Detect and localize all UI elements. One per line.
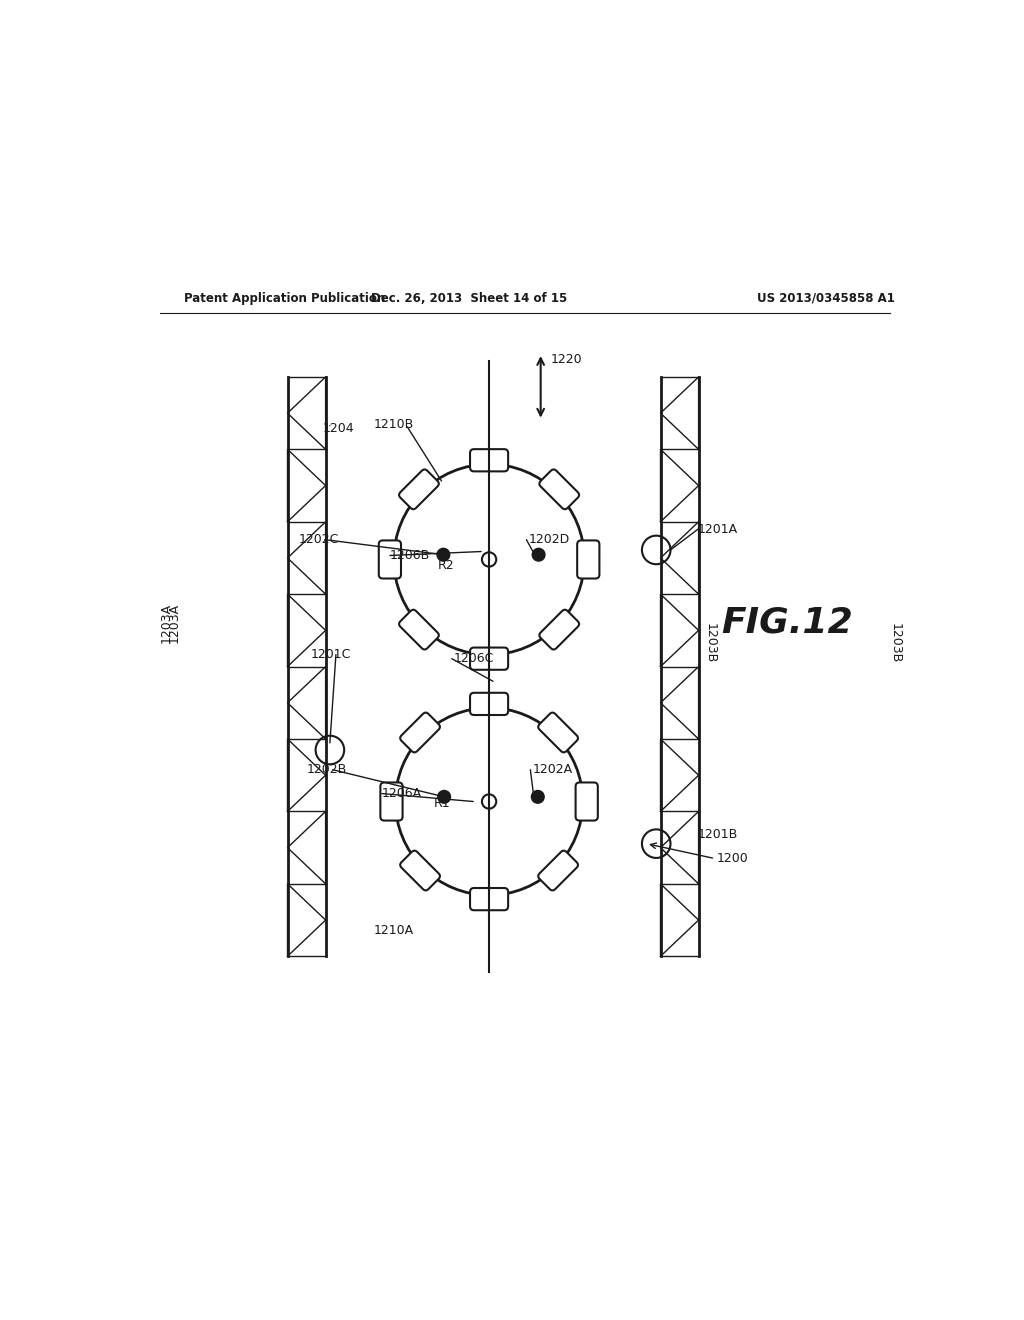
Text: 1200: 1200 bbox=[717, 853, 749, 865]
FancyBboxPatch shape bbox=[470, 648, 508, 669]
FancyBboxPatch shape bbox=[578, 540, 599, 578]
Text: R2: R2 bbox=[437, 558, 454, 572]
FancyBboxPatch shape bbox=[540, 470, 580, 510]
Text: 1220: 1220 bbox=[550, 354, 582, 366]
Circle shape bbox=[531, 791, 544, 803]
FancyBboxPatch shape bbox=[540, 610, 580, 649]
Circle shape bbox=[532, 548, 545, 561]
Text: 1206A: 1206A bbox=[382, 787, 422, 800]
Text: 1210A: 1210A bbox=[374, 924, 414, 937]
Text: 1206C: 1206C bbox=[454, 652, 494, 665]
Text: 1210B: 1210B bbox=[374, 418, 415, 432]
FancyBboxPatch shape bbox=[470, 888, 508, 911]
Text: 1202D: 1202D bbox=[528, 533, 570, 546]
Circle shape bbox=[437, 548, 450, 561]
Text: 1202C: 1202C bbox=[299, 533, 339, 546]
Circle shape bbox=[642, 829, 671, 858]
Text: R1: R1 bbox=[433, 796, 451, 809]
FancyBboxPatch shape bbox=[539, 850, 578, 891]
Circle shape bbox=[438, 791, 451, 803]
Text: US 2013/0345858 A1: US 2013/0345858 A1 bbox=[758, 292, 895, 305]
Text: FIG.12: FIG.12 bbox=[721, 606, 853, 640]
Text: 1201A: 1201A bbox=[697, 523, 738, 536]
FancyBboxPatch shape bbox=[470, 449, 508, 471]
Text: 1201B: 1201B bbox=[697, 829, 738, 841]
Circle shape bbox=[642, 536, 671, 564]
FancyBboxPatch shape bbox=[400, 713, 440, 752]
Text: 1203B: 1203B bbox=[703, 623, 717, 663]
FancyBboxPatch shape bbox=[399, 610, 439, 649]
Text: 1202B: 1202B bbox=[306, 763, 347, 776]
Text: 1204: 1204 bbox=[323, 422, 354, 436]
Text: 1203A: 1203A bbox=[160, 603, 173, 643]
Text: 1203B: 1203B bbox=[889, 623, 902, 663]
Text: 1201C: 1201C bbox=[310, 648, 351, 661]
FancyBboxPatch shape bbox=[539, 713, 578, 752]
Circle shape bbox=[315, 735, 344, 764]
Text: 1206B: 1206B bbox=[390, 549, 430, 562]
Circle shape bbox=[395, 708, 583, 895]
FancyBboxPatch shape bbox=[400, 850, 440, 891]
Circle shape bbox=[394, 465, 585, 655]
FancyBboxPatch shape bbox=[575, 783, 598, 821]
Circle shape bbox=[482, 795, 497, 809]
Text: 1202A: 1202A bbox=[532, 763, 572, 776]
Text: 1203A: 1203A bbox=[168, 603, 180, 643]
FancyBboxPatch shape bbox=[399, 470, 439, 510]
FancyBboxPatch shape bbox=[470, 693, 508, 715]
Circle shape bbox=[482, 552, 497, 566]
FancyBboxPatch shape bbox=[380, 783, 402, 821]
Text: Dec. 26, 2013  Sheet 14 of 15: Dec. 26, 2013 Sheet 14 of 15 bbox=[371, 292, 567, 305]
FancyBboxPatch shape bbox=[379, 540, 401, 578]
Text: Patent Application Publication: Patent Application Publication bbox=[183, 292, 385, 305]
